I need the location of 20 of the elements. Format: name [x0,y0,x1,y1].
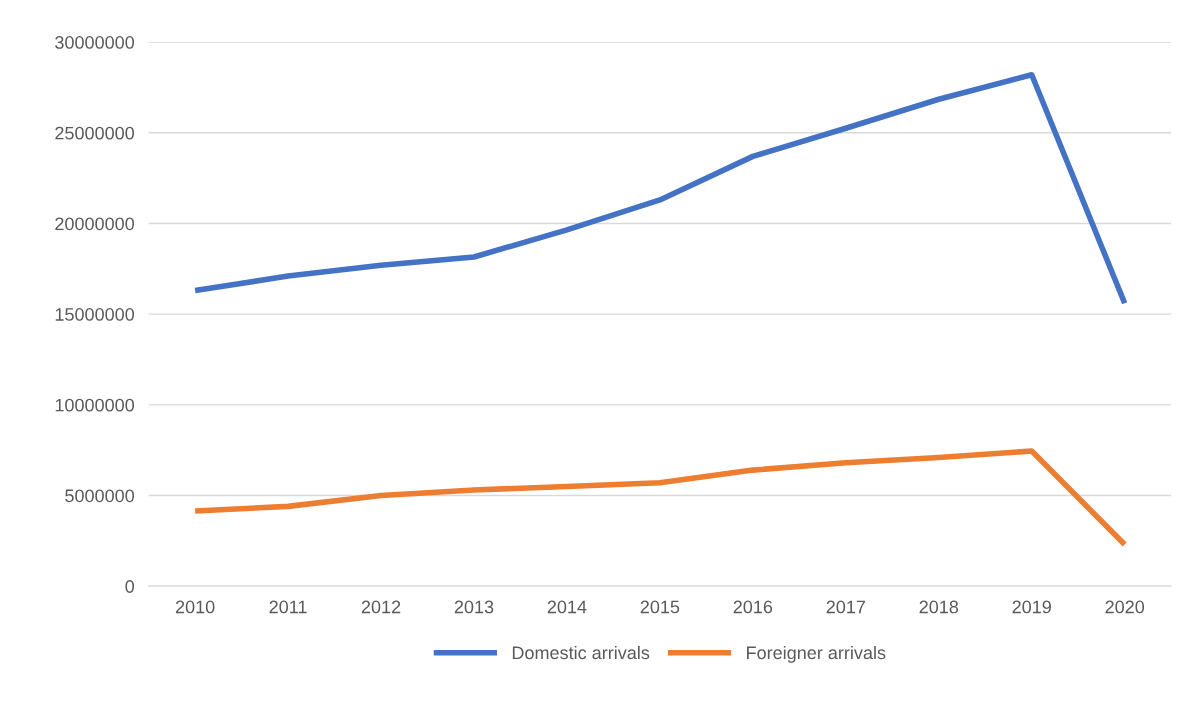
x-tick-label: 2015 [640,600,680,614]
x-tick-label: 2018 [919,600,959,614]
x-tick-label: 2019 [1012,600,1051,614]
y-tick-label: 15000000 [55,308,135,321]
y-tick-label: 5000000 [65,489,135,503]
y-tick-label: 30000000 [55,36,135,49]
legend-label: Foreigner arrivals [747,645,886,663]
x-tick-label: 2012 [361,600,401,614]
y-tick-label: 10000000 [55,398,135,412]
x-tick-label: 2011 [269,600,307,614]
y-tick-label: 0 [125,580,135,593]
x-tick-label: 2020 [1105,600,1145,614]
y-tick-label: 25000000 [55,126,135,140]
x-tick-label: 2014 [547,600,587,614]
x-tick-label: 2010 [175,600,215,614]
legend-label: Domestic arrivals [512,645,650,660]
x-tick-label: 2013 [454,600,494,614]
x-tick-label: 2016 [733,600,773,614]
y-tick-label: 20000000 [55,217,135,231]
x-tick-label: 2017 [826,600,865,614]
